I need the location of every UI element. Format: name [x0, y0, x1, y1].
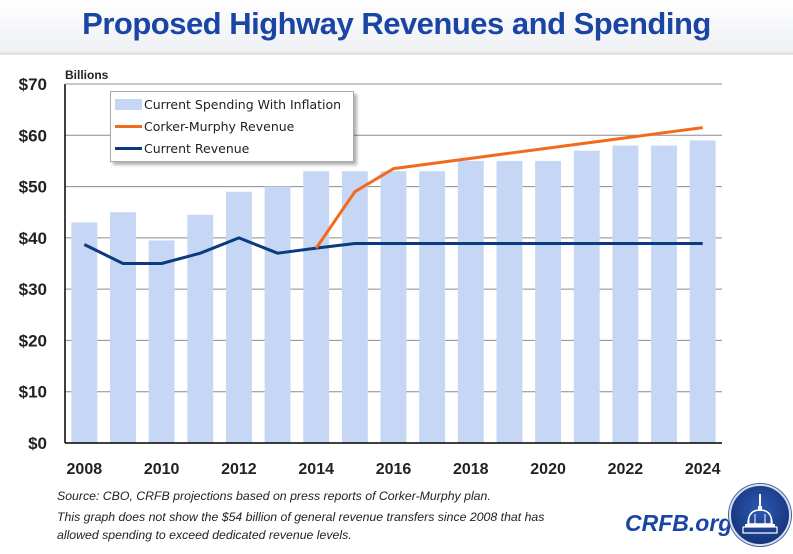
footnote-source: Source: CBO, CRFB projections based on p… [57, 489, 491, 503]
legend-item-spending: Current Spending With Inflation [115, 94, 341, 114]
bar [380, 171, 407, 443]
legend-item-current-revenue: Current Revenue [115, 138, 249, 158]
bar [573, 150, 600, 443]
y-tick-label: $30 [19, 280, 47, 299]
x-tick-label: 2014 [298, 461, 334, 478]
line-series [83, 126, 703, 265]
x-tick-label: 2012 [221, 461, 257, 478]
y-axis-label: Billions [65, 68, 109, 82]
x-tick-label: 2016 [376, 461, 412, 478]
x-tick-label: 2022 [608, 461, 644, 478]
bar [264, 186, 291, 444]
legend-label-current-revenue: Current Revenue [144, 140, 250, 156]
bar [71, 222, 98, 443]
axes [64, 83, 722, 444]
bar [612, 145, 639, 444]
x-tick-labels: 2008 2010 2012 2014 2016 2018 2020 2022 2024 [67, 461, 721, 478]
x-tick-label: 2020 [530, 461, 566, 478]
bar [689, 140, 716, 443]
y-tick-label: $70 [19, 75, 47, 94]
legend: Current Spending With Inflation Corker-M… [110, 91, 354, 162]
bar [303, 171, 330, 443]
x-tick-label: 2008 [67, 461, 103, 478]
bar [496, 160, 523, 443]
line-corker-murphy-revenue [314, 126, 703, 249]
legend-label-corker-murphy: Corker-Murphy Revenue [144, 118, 295, 134]
y-tick-label: $10 [19, 383, 47, 402]
x-tick-label: 2024 [685, 461, 721, 478]
bar [457, 160, 484, 443]
legend-item-corker-murphy: Corker-Murphy Revenue [115, 116, 294, 136]
bar [341, 171, 368, 443]
bar [535, 160, 562, 443]
bar [148, 240, 175, 443]
y-tick-label: $60 [19, 126, 47, 145]
y-tick-label: $0 [28, 434, 47, 453]
y-tick-label: $40 [19, 229, 47, 248]
legend-swatch-spending [115, 98, 142, 110]
capitol-dome-seal-icon [729, 484, 791, 546]
line-current-revenue [83, 236, 703, 265]
title-bar: Proposed Highway Revenues and Spending [0, 0, 793, 55]
bar-series-spending [71, 140, 716, 444]
footnote-note-line1: This graph does not show the $54 billion… [57, 510, 545, 524]
y-tick-labels: $0 $10 $20 $30 $40 $50 $60 $70 [19, 75, 47, 453]
x-tick-label: 2010 [144, 461, 180, 478]
brand-link[interactable]: CRFB.org [625, 510, 733, 536]
x-tick-label: 2018 [453, 461, 489, 478]
bar [225, 191, 252, 443]
legend-swatch-current-revenue [115, 146, 142, 150]
y-tick-label: $20 [19, 331, 47, 350]
legend-label-spending: Current Spending With Inflation [144, 96, 342, 112]
y-tick-label: $50 [19, 178, 47, 197]
bar [419, 171, 446, 443]
chart-title: Proposed Highway Revenues and Spending [82, 6, 711, 41]
footnote-note-line2: allowed spending to exceed dedicated rev… [57, 528, 352, 542]
bar [651, 145, 677, 444]
bar [110, 212, 136, 443]
legend-swatch-corker-murphy [115, 124, 142, 128]
